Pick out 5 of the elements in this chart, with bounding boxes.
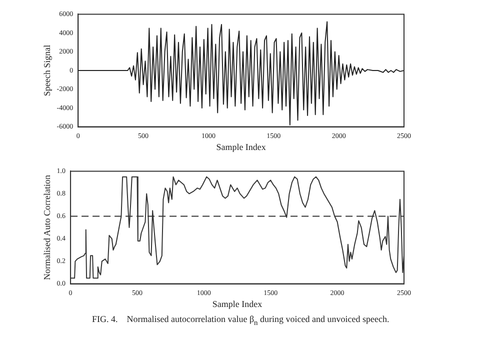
x-axis-title: Sample Index [212, 298, 263, 309]
caption: FIG. 4. Normalised autocorrelation value β$_{n}$ during voiced and unvoiced speech. [91, 314, 390, 327]
y-axis-title: Speech Signal [42, 44, 52, 96]
y-axis-title: Normalised Auto Correlation [42, 174, 52, 280]
x-axis-title: Sample Index [216, 142, 266, 152]
